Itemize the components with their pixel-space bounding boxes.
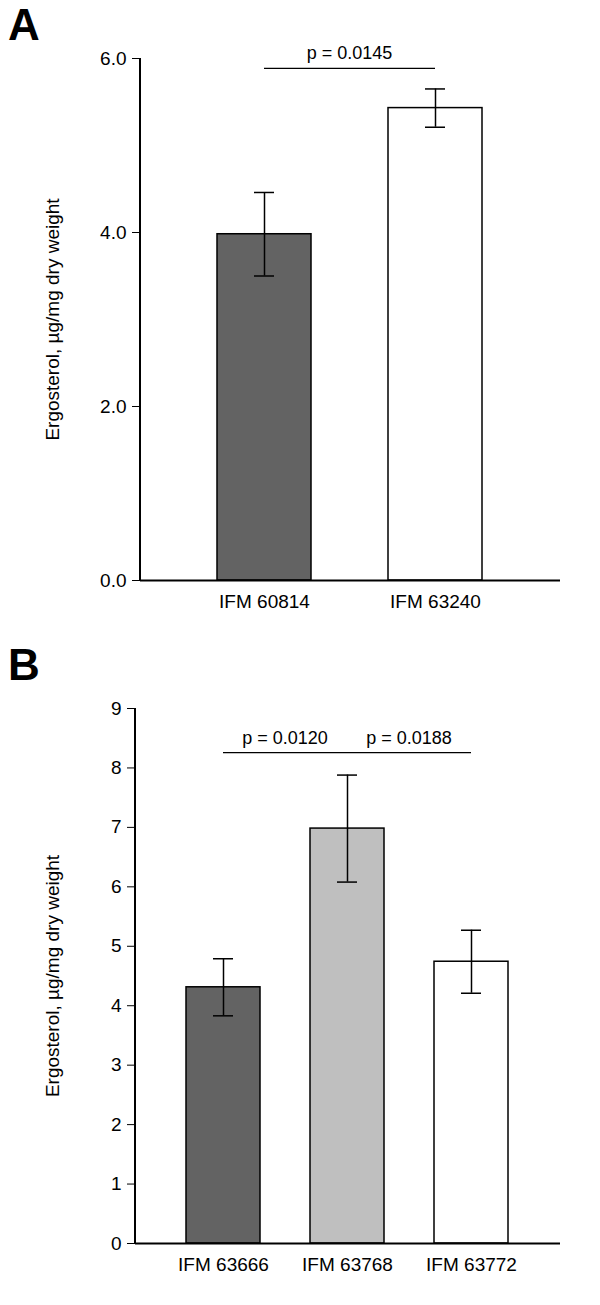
svg-text:6.0: 6.0 (100, 48, 126, 69)
svg-text:4.0: 4.0 (100, 222, 126, 243)
html-text:A: A (8, 0, 40, 49)
svg-text:IFM 60814: IFM 60814 (219, 591, 310, 612)
svg-text:6: 6 (111, 876, 122, 897)
svg-text:4: 4 (111, 995, 122, 1016)
svg-text:7: 7 (111, 816, 122, 837)
svg-text:1: 1 (111, 1173, 122, 1194)
svg-text:0: 0 (111, 1233, 122, 1254)
svg-text:Ergosterol, µg/mg dry weight: Ergosterol, µg/mg dry weight (42, 198, 63, 441)
svg-text:p = 0.0120: p = 0.0120 (242, 728, 328, 748)
svg-text:8: 8 (111, 757, 122, 778)
svg-text:0.0: 0.0 (100, 570, 126, 591)
svg-text:9: 9 (111, 698, 122, 719)
svg-text:p = 0.0145: p = 0.0145 (307, 43, 393, 63)
svg-text:Ergosterol, µg/mg dry weight: Ergosterol, µg/mg dry weight (42, 854, 63, 1097)
svg-text:IFM 63240: IFM 63240 (390, 591, 481, 612)
svg-text:IFM 63768: IFM 63768 (302, 1254, 393, 1275)
svg-text:5: 5 (111, 935, 122, 956)
html-text:B: B (8, 640, 40, 689)
svg-text:3: 3 (111, 1054, 122, 1075)
svg-text:2: 2 (111, 1114, 122, 1135)
svg-text:IFM 63666: IFM 63666 (178, 1254, 269, 1275)
svg-text:2.0: 2.0 (100, 396, 126, 417)
svg-text:p = 0.0188: p = 0.0188 (366, 728, 452, 748)
svg-text:IFM 63772: IFM 63772 (426, 1254, 517, 1275)
